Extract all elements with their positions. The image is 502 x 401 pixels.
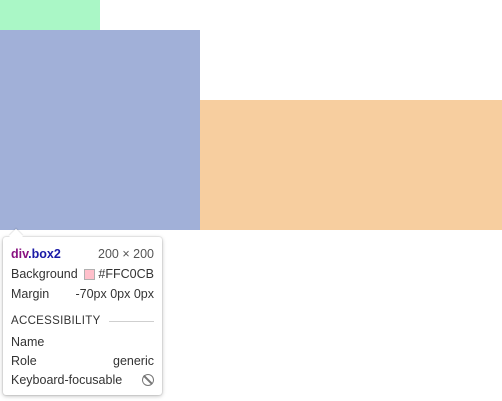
tooltip-header: div.box2 200 × 200 [11, 245, 154, 263]
not-allowed-icon [142, 374, 154, 386]
margin-label: Margin [11, 287, 50, 301]
role-row: Role generic [11, 352, 154, 370]
role-label: Role [11, 354, 37, 368]
box-green [0, 0, 100, 30]
background-row: Background #FFC0CB [11, 265, 154, 283]
name-row: Name [11, 333, 154, 351]
inspect-tooltip: div.box2 200 × 200 Background #FFC0CB Ma… [3, 237, 162, 395]
background-label: Background [11, 267, 78, 281]
margin-row: Margin -70px 0px 0px [11, 285, 154, 303]
keyboard-focusable-row: Keyboard-focusable [11, 371, 154, 389]
accessibility-section-header: ACCESSIBILITY [11, 312, 154, 330]
accessibility-heading: ACCESSIBILITY [11, 315, 101, 327]
box-orange [200, 100, 502, 230]
element-tag: div [11, 247, 29, 261]
name-label: Name [11, 335, 45, 349]
section-divider [108, 320, 154, 322]
background-value-wrap: #FFC0CB [84, 267, 154, 281]
margin-value: -70px 0px 0px [75, 287, 154, 301]
element-selector: div.box2 [11, 247, 61, 261]
element-class: .box2 [28, 247, 61, 261]
color-swatch [84, 268, 96, 280]
role-value: generic [113, 354, 154, 368]
background-value: #FFC0CB [98, 267, 154, 281]
keyboard-focusable-label: Keyboard-focusable [11, 373, 123, 387]
element-size: 200 × 200 [98, 247, 154, 261]
box2-highlighted [0, 30, 200, 230]
